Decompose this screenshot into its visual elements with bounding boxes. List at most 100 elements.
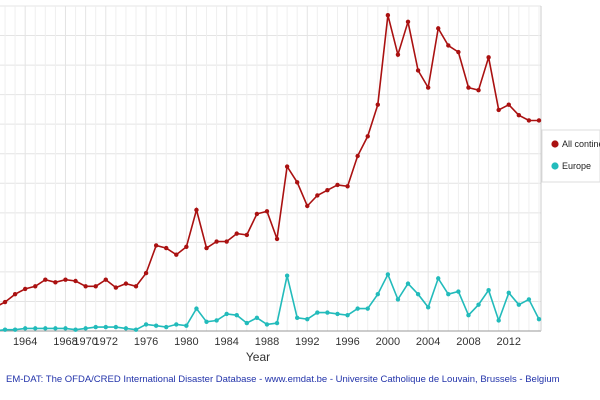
data-point bbox=[113, 324, 119, 330]
data-point bbox=[214, 318, 219, 323]
data-point bbox=[486, 55, 491, 60]
data-point bbox=[415, 291, 421, 297]
data-point bbox=[204, 319, 209, 324]
data-point bbox=[143, 270, 149, 276]
x-tick-label: 1984 bbox=[214, 336, 238, 348]
data-point bbox=[476, 88, 481, 93]
data-point bbox=[224, 239, 229, 244]
data-point bbox=[405, 19, 411, 24]
data-point bbox=[446, 291, 451, 297]
data-point bbox=[395, 52, 401, 57]
data-point bbox=[143, 322, 149, 327]
data-point bbox=[214, 239, 219, 244]
data-point bbox=[83, 284, 88, 289]
x-tick-label: 1972 bbox=[94, 336, 118, 348]
x-tick-label: 2000 bbox=[376, 336, 400, 348]
data-point bbox=[164, 245, 169, 251]
data-point bbox=[63, 326, 68, 331]
x-tick-label: 2008 bbox=[456, 336, 480, 348]
x-tick-label: 1964 bbox=[13, 336, 37, 348]
data-point bbox=[2, 299, 8, 305]
data-point bbox=[264, 322, 270, 327]
data-point bbox=[425, 85, 431, 90]
data-point bbox=[415, 68, 421, 73]
data-point bbox=[335, 182, 340, 188]
legend-label: Europe bbox=[562, 161, 591, 171]
data-point bbox=[294, 180, 300, 185]
data-point bbox=[194, 207, 199, 213]
data-point bbox=[456, 49, 461, 55]
series-layer bbox=[0, 13, 542, 332]
data-point bbox=[12, 327, 18, 332]
data-point bbox=[345, 313, 350, 318]
data-point bbox=[425, 305, 431, 310]
data-point bbox=[133, 327, 139, 332]
data-point bbox=[153, 323, 159, 328]
data-point bbox=[33, 326, 38, 331]
x-axis-title: Year bbox=[246, 350, 270, 364]
data-point bbox=[395, 297, 401, 302]
data-point bbox=[355, 153, 360, 159]
data-point bbox=[325, 310, 330, 315]
data-point bbox=[496, 107, 501, 113]
data-point bbox=[466, 313, 471, 318]
data-point bbox=[506, 102, 511, 107]
data-point bbox=[355, 306, 360, 311]
data-point bbox=[345, 184, 350, 189]
legend-label: All continents bbox=[562, 139, 600, 149]
data-point bbox=[436, 276, 441, 281]
data-point bbox=[123, 326, 129, 331]
data-point bbox=[254, 211, 260, 217]
data-point bbox=[22, 326, 28, 331]
data-point bbox=[315, 193, 320, 198]
data-point bbox=[526, 297, 532, 302]
data-point bbox=[536, 118, 542, 123]
data-point bbox=[456, 289, 461, 294]
data-point bbox=[2, 327, 8, 332]
data-point bbox=[516, 113, 522, 118]
footer-attribution: EM-DAT: The OFDA/CRED International Disa… bbox=[6, 374, 560, 385]
data-point bbox=[375, 102, 380, 107]
data-point bbox=[365, 306, 370, 311]
data-point bbox=[335, 311, 340, 317]
data-point bbox=[43, 277, 48, 282]
x-tick-label: 1992 bbox=[295, 336, 319, 348]
data-point bbox=[234, 313, 239, 318]
data-point bbox=[385, 272, 391, 277]
x-tick-label: 1996 bbox=[335, 336, 359, 348]
data-point bbox=[375, 291, 380, 297]
data-point bbox=[305, 316, 310, 322]
x-tick-label: 2004 bbox=[416, 336, 440, 348]
data-point bbox=[224, 311, 229, 317]
x-tick-label: 1988 bbox=[255, 336, 279, 348]
data-point bbox=[93, 284, 98, 289]
legend-marker bbox=[551, 140, 559, 148]
data-point bbox=[174, 252, 179, 257]
data-point bbox=[365, 134, 370, 139]
data-point bbox=[53, 326, 58, 331]
data-point bbox=[405, 281, 411, 286]
data-point bbox=[93, 324, 98, 330]
data-point bbox=[22, 286, 28, 292]
data-point bbox=[274, 236, 280, 242]
data-point bbox=[476, 302, 481, 307]
data-point bbox=[254, 315, 260, 321]
data-point bbox=[436, 26, 441, 31]
legend: All continents Europe bbox=[541, 129, 600, 183]
data-point bbox=[536, 316, 542, 322]
data-point bbox=[264, 209, 270, 214]
data-point bbox=[294, 315, 300, 321]
data-point bbox=[164, 324, 169, 330]
data-point bbox=[496, 318, 501, 323]
data-point bbox=[234, 231, 239, 236]
data-point bbox=[153, 243, 159, 248]
data-point bbox=[526, 118, 532, 123]
data-point bbox=[486, 288, 491, 293]
data-point bbox=[244, 232, 250, 238]
data-point bbox=[73, 278, 78, 284]
data-point bbox=[305, 203, 310, 209]
data-point bbox=[63, 277, 68, 282]
data-point bbox=[123, 281, 129, 286]
